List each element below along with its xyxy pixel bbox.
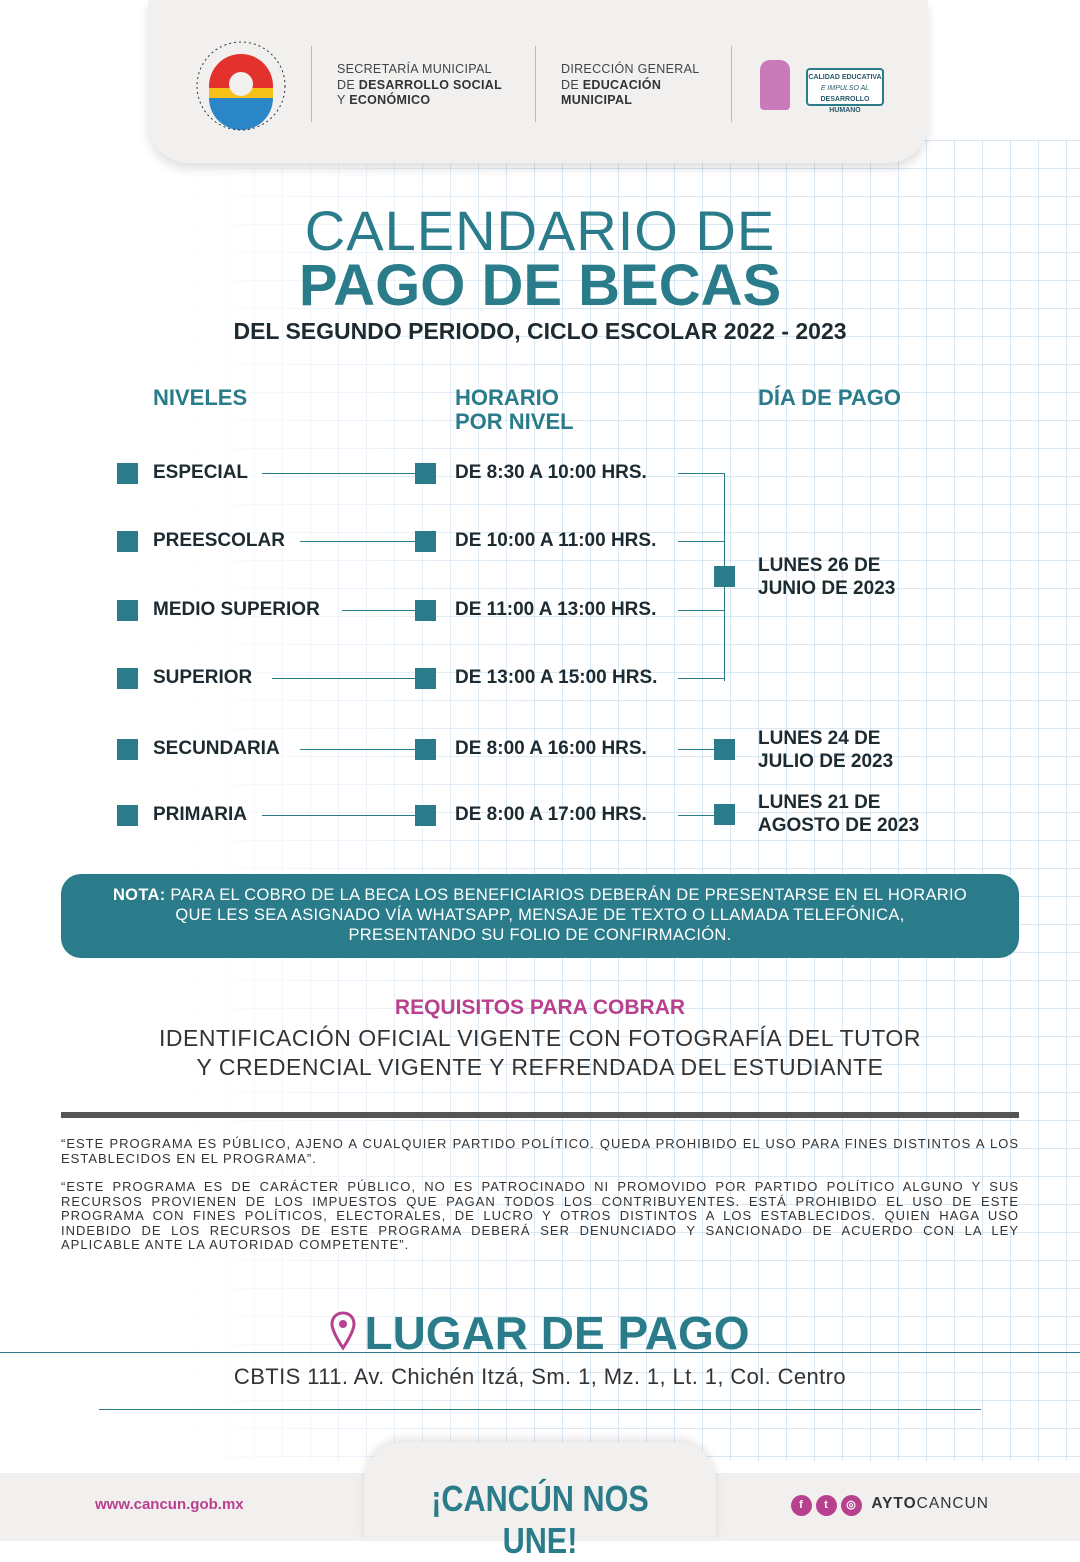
connector xyxy=(272,678,415,679)
connector xyxy=(262,473,415,474)
connector xyxy=(262,815,415,816)
connector xyxy=(678,610,725,611)
column-header-dia: DÍA DE PAGO xyxy=(758,385,902,410)
connector xyxy=(342,610,415,611)
subtitle: DEL SEGUNDO PERIODO, CICLO ESCOLAR 2022 … xyxy=(233,318,847,344)
facebook-icon[interactable]: f xyxy=(791,1495,812,1516)
schedule-marker xyxy=(415,668,436,689)
schedule-time: DE 8:00 A 17:00 HRS. xyxy=(455,804,647,825)
connector xyxy=(678,541,725,542)
instagram-icon[interactable]: ◎ xyxy=(841,1495,862,1516)
handle-bold: AYTO xyxy=(871,1495,917,1512)
divider-bar xyxy=(61,1112,1019,1118)
divider xyxy=(311,46,312,122)
divider xyxy=(731,46,732,122)
pay-date-1: LUNES 26 DE JUNIO DE 2023 xyxy=(758,555,896,599)
connector xyxy=(300,541,415,542)
map-pin-icon xyxy=(330,1311,356,1351)
nota-box: NOTA: PARA EL COBRO DE LA BECA LOS BENEF… xyxy=(61,874,1019,958)
level-name: MEDIO SUPERIOR xyxy=(153,599,320,620)
grid-background xyxy=(170,140,1080,1461)
title-line-1: CALENDARIO DE xyxy=(304,199,776,262)
schedule-marker xyxy=(415,600,436,621)
schedule-time: DE 8:30 A 10:00 HRS. xyxy=(455,462,647,483)
footer-center-tab xyxy=(364,1442,716,1541)
municipio-logo xyxy=(196,41,286,131)
org-direccion: DIRECCIÓN GENERAL DE EDUCACIÓN MUNICIPAL xyxy=(561,62,700,107)
org-secretaria: SECRETARÍA MUNICIPAL DE DESARROLLO SOCIA… xyxy=(337,62,503,107)
slogan: ¡CANCÚN NOS UNE! xyxy=(431,1478,649,1561)
pay-date-2: LUNES 24 DE JULIO DE 2023 xyxy=(758,728,894,772)
level-name: ESPECIAL xyxy=(153,462,249,483)
lugar-title: LUGAR DE PAGO xyxy=(0,1306,1080,1360)
schedule-marker xyxy=(415,463,436,484)
date-marker xyxy=(714,804,735,825)
connector xyxy=(678,815,714,816)
schedule-time: DE 13:00 A 15:00 HRS. xyxy=(455,667,658,688)
level-name: PRIMARIA xyxy=(153,804,247,825)
connector xyxy=(724,576,734,577)
level-marker xyxy=(117,805,138,826)
handle-rest: CANCUN xyxy=(916,1495,989,1512)
schedule-time: DE 8:00 A 16:00 HRS. xyxy=(455,738,647,759)
date-marker xyxy=(714,739,735,760)
connector xyxy=(300,749,415,750)
column-header-horario: HORARIO POR NIVEL xyxy=(455,385,574,434)
divider xyxy=(535,46,536,122)
level-marker xyxy=(117,531,138,552)
legal-notice-1: “ESTE PROGRAMA ES PÚBLICO, AJENO A CUALQ… xyxy=(61,1136,1019,1166)
level-marker xyxy=(117,463,138,484)
level-name: PREESCOLAR xyxy=(153,530,285,551)
header: SECRETARÍA MUNICIPAL DE DESARROLLO SOCIA… xyxy=(148,0,928,163)
column-header-niveles: NIVELES xyxy=(153,385,248,410)
schedule-time: DE 11:00 A 13:00 HRS. xyxy=(455,599,657,620)
twitter-icon[interactable]: t xyxy=(816,1495,837,1516)
legal-notice-2: “ESTE PROGRAMA ES DE CARÁCTER PÚBLICO, N… xyxy=(61,1179,1019,1252)
divider xyxy=(99,1409,981,1410)
level-marker xyxy=(117,668,138,689)
schedule-time: DE 10:00 A 11:00 HRS. xyxy=(455,530,657,551)
level-name: SUPERIOR xyxy=(153,667,253,688)
title-line-2: PAGO DE BECAS xyxy=(298,253,782,318)
schedule-marker xyxy=(415,531,436,552)
calidad-educativa-logo: CALIDAD EDUCATIVA E IMPULSO AL DESARROLLO … xyxy=(760,54,886,114)
level-marker xyxy=(117,600,138,621)
connector xyxy=(678,678,725,679)
requisitos-title: REQUISITOS PARA COBRAR xyxy=(394,996,686,1019)
schedule-marker xyxy=(415,739,436,760)
connector xyxy=(678,473,725,474)
requisitos-text: IDENTIFICACIÓN OFICIAL VIGENTE CON FOTOG… xyxy=(159,1025,921,1080)
connector xyxy=(678,749,714,750)
schedule-marker xyxy=(415,805,436,826)
pay-date-3: LUNES 21 DE AGOSTO DE 2023 xyxy=(758,792,920,836)
level-name: SECUNDARIA xyxy=(153,738,280,759)
website-link[interactable]: www.cancun.gob.mx xyxy=(95,1496,244,1513)
divider xyxy=(0,1352,1080,1353)
social-links: f t ◎ AYTOCANCUN xyxy=(791,1495,989,1516)
level-marker xyxy=(117,739,138,760)
address: CBTIS 111. Av. Chichén Itzá, Sm. 1, Mz. … xyxy=(233,1364,847,1389)
